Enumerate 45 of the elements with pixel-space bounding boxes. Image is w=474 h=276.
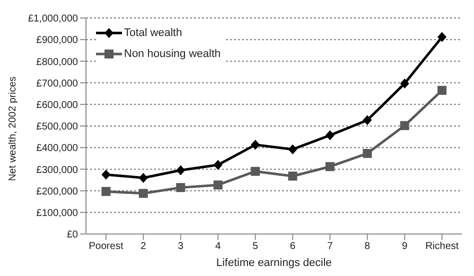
- y-tick-label: £900,000: [36, 35, 78, 46]
- point: [438, 86, 446, 95]
- x-tick-label: 7: [327, 241, 334, 252]
- point: [362, 115, 372, 126]
- point: [214, 160, 222, 170]
- x-axis-title: Lifetime earnings decile: [216, 257, 332, 269]
- point: [288, 144, 298, 154]
- point: [250, 166, 260, 176]
- x-tick-label: 2: [140, 241, 147, 252]
- legend-label: Non housing wealth: [124, 48, 221, 60]
- point: [102, 170, 110, 180]
- y-tick-label: £0: [66, 230, 78, 241]
- point: [250, 140, 260, 150]
- x-tick-label: 3: [178, 241, 184, 252]
- legend-label: Total wealth: [124, 26, 182, 38]
- x-tick-label: 9: [402, 241, 408, 252]
- x-tick-label: 5: [252, 241, 259, 252]
- y-tick-label: £500,000: [36, 122, 78, 133]
- point: [362, 148, 372, 158]
- x-tick-label: 6: [290, 241, 296, 252]
- y-tick-label: £700,000: [36, 78, 78, 90]
- x-tick-label: 8: [364, 241, 371, 252]
- y-tick-label: £1,000,000: [28, 14, 78, 25]
- point: [326, 162, 334, 172]
- point: [176, 165, 186, 176]
- point: [326, 130, 334, 140]
- y-tick-label: £800,000: [36, 56, 78, 68]
- point: [214, 180, 222, 190]
- y-tick-label: £600,000: [36, 100, 78, 111]
- point: [400, 121, 410, 130]
- y-tick-label: £300,000: [36, 164, 78, 176]
- x-tick-label: Poorest: [88, 241, 124, 252]
- y-axis-title: Net wealth, 2002 prices: [8, 76, 19, 181]
- point: [288, 172, 298, 181]
- point: [438, 32, 446, 42]
- point: [400, 78, 410, 88]
- point: [176, 183, 186, 192]
- y-tick-label: £100,000: [36, 208, 78, 219]
- x-tick-label: Richest: [425, 241, 459, 252]
- point: [138, 188, 148, 198]
- y-tick-label: £400,000: [36, 143, 78, 154]
- point: [138, 172, 148, 183]
- x-tick-label: 4: [215, 241, 222, 252]
- point: [102, 186, 110, 196]
- y-tick-label: £200,000: [36, 186, 78, 198]
